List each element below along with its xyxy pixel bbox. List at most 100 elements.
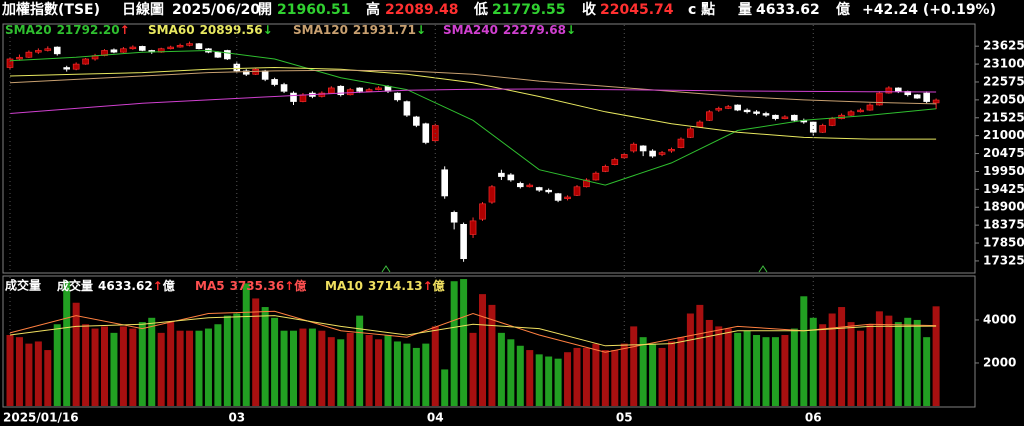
candle-body bbox=[696, 121, 704, 128]
volume-bar bbox=[781, 335, 789, 406]
volume-bar bbox=[819, 324, 827, 406]
volume-bar bbox=[790, 328, 798, 406]
legend-entry: MA5 3735.36↑億 bbox=[195, 278, 306, 293]
volume-bar bbox=[800, 296, 808, 406]
volume-bar bbox=[167, 322, 175, 406]
y-tick-label: 23100 bbox=[983, 57, 1024, 71]
volume-value: 4633.62 bbox=[756, 2, 820, 18]
candle-body bbox=[847, 111, 855, 116]
legend-unit: 億 bbox=[163, 278, 175, 293]
candle-body bbox=[318, 92, 326, 97]
candle-body bbox=[545, 189, 552, 193]
y-tick-label: 19950 bbox=[983, 164, 1024, 178]
candle-body bbox=[819, 125, 827, 133]
volume-bar bbox=[261, 307, 269, 406]
volume-bar bbox=[34, 341, 42, 406]
candle-body bbox=[734, 104, 741, 111]
volume-bar bbox=[469, 332, 477, 406]
volume-bar bbox=[384, 335, 392, 406]
candle-body bbox=[6, 58, 14, 68]
y-tick-label: 18900 bbox=[983, 200, 1024, 214]
candle-body bbox=[129, 46, 137, 50]
candle-body bbox=[280, 84, 288, 92]
low-value: 21779.55 bbox=[492, 2, 566, 18]
high-value: 22089.48 bbox=[385, 2, 459, 18]
volume-unit: 億 bbox=[836, 1, 850, 18]
volume-title: 成交量 bbox=[5, 278, 41, 293]
candle-body bbox=[809, 121, 817, 133]
candle-body bbox=[583, 179, 590, 188]
y-tick-label: 22050 bbox=[983, 92, 1024, 106]
volume-bar bbox=[592, 343, 600, 406]
candle-body bbox=[233, 63, 241, 72]
candle-body bbox=[781, 116, 789, 119]
candle-body bbox=[224, 50, 231, 60]
candle-body bbox=[516, 183, 524, 188]
moving-average-line bbox=[9, 69, 937, 105]
volume-bar bbox=[875, 311, 883, 406]
volume-bar bbox=[6, 335, 14, 406]
legend-name: SMA240 bbox=[443, 23, 498, 37]
close-value: 22045.74 bbox=[600, 2, 674, 18]
candle-body bbox=[932, 99, 940, 104]
legend-arrow: ↑ bbox=[120, 23, 130, 37]
volume-bar bbox=[601, 350, 609, 406]
volume-bar bbox=[649, 343, 657, 406]
candle-body bbox=[857, 109, 864, 113]
volume-bar bbox=[129, 328, 137, 406]
legend-name: MA10 bbox=[325, 279, 363, 293]
y-tick-label: 21000 bbox=[983, 128, 1024, 142]
legend-entry: 成交量 4633.62↑億 bbox=[57, 278, 175, 293]
volume-bar bbox=[497, 332, 505, 406]
x-tick-label: 03 bbox=[228, 411, 245, 425]
candle-body bbox=[479, 203, 486, 220]
volume-bar bbox=[885, 315, 893, 406]
close-label: 收 bbox=[582, 1, 597, 18]
legend-value: 21792.20 bbox=[57, 23, 120, 37]
volume-bar bbox=[138, 322, 146, 406]
volume-bar bbox=[932, 306, 940, 406]
candle-body bbox=[677, 138, 685, 148]
volume-bar bbox=[393, 341, 401, 406]
moving-average-line bbox=[9, 310, 937, 353]
legend-arrow: ↓ bbox=[566, 23, 576, 37]
y-tick-label: 23625 bbox=[983, 39, 1024, 53]
legend-value: 22279.68 bbox=[503, 23, 566, 37]
volume-bar bbox=[365, 335, 373, 406]
volume-bar bbox=[696, 304, 704, 406]
volume-bar bbox=[771, 337, 779, 406]
volume-bar bbox=[327, 337, 335, 406]
candle-body bbox=[214, 51, 222, 58]
index-name: 加權指數(TSE) bbox=[1, 1, 100, 18]
volume-bar bbox=[356, 315, 364, 406]
y-tick-label: 20475 bbox=[983, 146, 1024, 160]
volume-bar bbox=[658, 347, 666, 406]
volume-bar bbox=[157, 332, 165, 406]
candle-body bbox=[413, 116, 420, 126]
candle-body bbox=[923, 92, 930, 102]
candle-body bbox=[441, 169, 449, 197]
header: 加權指數(TSE) 日線圖 2025/06/20 開 21960.51 高 22… bbox=[1, 1, 996, 18]
volume-bar bbox=[450, 281, 458, 406]
legend-arrow: ↓ bbox=[416, 23, 426, 37]
candle-body bbox=[403, 101, 411, 116]
candle-body bbox=[904, 91, 912, 96]
volume-bar bbox=[148, 317, 156, 406]
volume-bar bbox=[904, 317, 912, 406]
volume-bar bbox=[809, 317, 817, 406]
candle-body bbox=[573, 186, 581, 196]
moving-average-line bbox=[9, 66, 937, 140]
x-tick-label: 2025/01/16 bbox=[3, 411, 79, 425]
close-suffix: c 點 bbox=[688, 1, 715, 18]
volume-bar bbox=[82, 324, 90, 406]
volume-bar bbox=[214, 324, 222, 406]
volume-bar bbox=[545, 356, 553, 406]
volume-bar bbox=[252, 298, 260, 406]
volume-bar bbox=[195, 330, 203, 406]
moving-average-line bbox=[9, 315, 937, 347]
volume-bar bbox=[724, 328, 732, 406]
candle-body bbox=[592, 172, 600, 181]
candle-body bbox=[460, 223, 467, 260]
candle-body bbox=[876, 92, 883, 106]
